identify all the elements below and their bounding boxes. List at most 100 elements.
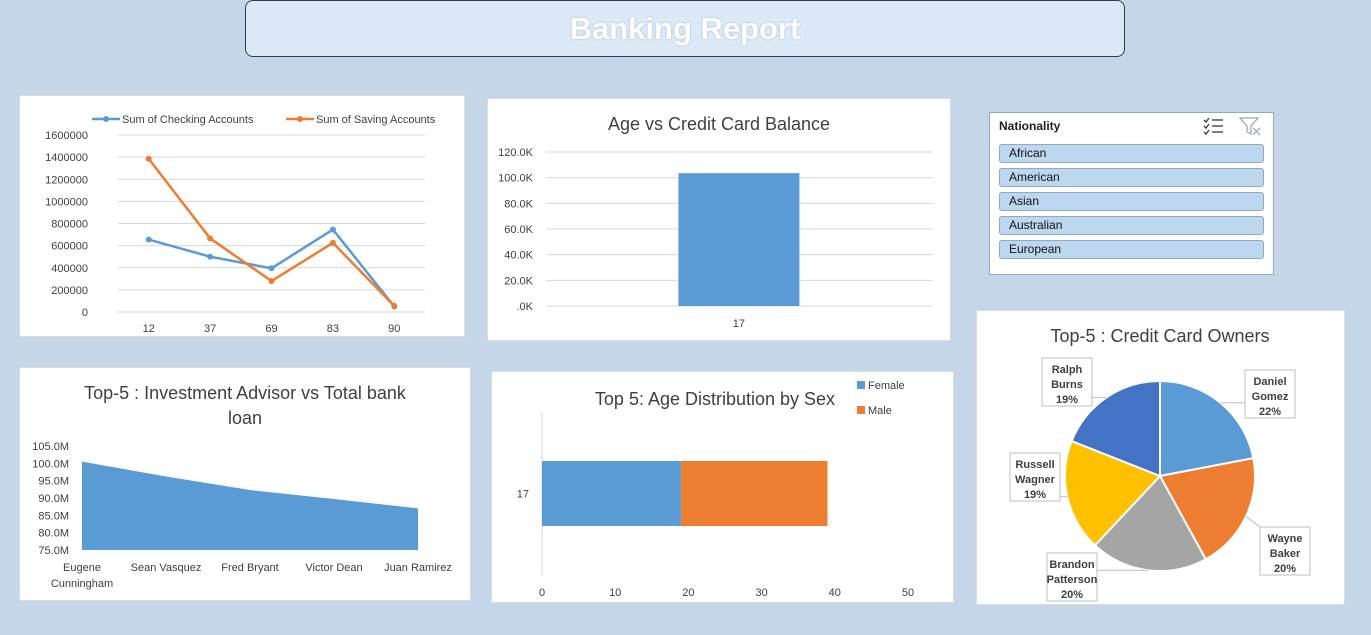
x-tick-label: 90	[388, 323, 400, 335]
bar-segment	[542, 461, 682, 526]
y-tick-label: 120.0K	[498, 147, 534, 159]
y-tick-label: 40.0K	[504, 250, 533, 262]
data-label-name: Brandon	[1049, 559, 1095, 571]
area-series	[82, 461, 418, 550]
data-point	[207, 235, 214, 242]
slicer-title: Nationality	[999, 119, 1061, 133]
legend-swatch	[857, 381, 865, 389]
data-label-percent: 20%	[1274, 563, 1296, 575]
data-label-name: Daniel	[1253, 376, 1286, 388]
legend-swatch	[857, 406, 865, 414]
data-label-box	[1259, 526, 1311, 576]
slicer-item-asian[interactable]: Asian	[999, 192, 1264, 211]
legend-label: Female	[868, 380, 905, 392]
data-label-box	[1046, 552, 1098, 602]
pie-slice	[1070, 379, 1161, 478]
legend-marker	[103, 116, 109, 122]
y-tick-label: 90.0M	[38, 493, 69, 505]
data-label-box	[1041, 357, 1093, 407]
slicer-item-african[interactable]: African	[999, 144, 1264, 163]
data-point	[145, 155, 152, 162]
y-tick-label: 80.0M	[38, 528, 69, 540]
slicer-item-american[interactable]: American	[999, 168, 1264, 187]
y-tick-label: 100.0K	[498, 173, 534, 185]
data-point	[329, 226, 336, 233]
y-tick-label: 1600000	[45, 130, 88, 142]
pie-slice	[1159, 379, 1255, 478]
y-tick-label: 100.0M	[32, 458, 69, 470]
legend-label: Male	[868, 405, 892, 417]
slicer-item-european[interactable]: European	[999, 240, 1264, 259]
y-tick-label: 60.0K	[504, 224, 533, 236]
x-tick-label: 83	[327, 323, 339, 335]
clear-filter-icon[interactable]	[1238, 116, 1261, 141]
data-label-name-line-2: Gomez	[1252, 391, 1289, 403]
legend-marker	[297, 116, 303, 122]
y-tick-label: 1000000	[45, 196, 88, 208]
chart-title-line-2: loan	[228, 408, 262, 428]
data-point	[145, 236, 152, 243]
x-tick-label: 50	[902, 587, 914, 599]
data-label-name: Wayne	[1267, 533, 1302, 545]
x-tick-label: Fred Bryant	[221, 562, 278, 574]
chart-title: Top-5 : Investment Advisor vs Total bank	[84, 383, 407, 403]
x-tick-label: 12	[143, 323, 155, 335]
data-label-box	[1009, 452, 1061, 502]
bar-segment	[681, 461, 828, 526]
y-tick-label: .0K	[516, 301, 533, 313]
y-tick-label: 75.0M	[38, 545, 69, 557]
pie-slice	[1093, 474, 1208, 572]
pie-slice	[1158, 457, 1256, 561]
accounts-line-chart-panel[interactable]: 0 200000 400000 600000 800000 1000000 1200000 1…	[19, 95, 465, 337]
card-owners-chart-panel[interactable]: Top-5 : Credit Card Owners Daniel Gomez 22%…	[976, 310, 1345, 605]
x-tick-label-line-2: Cunningham	[51, 578, 113, 590]
data-label-name-line-2: Patterson	[1047, 574, 1098, 586]
x-tick-label: 10	[609, 587, 621, 599]
x-tick-label: 0	[539, 587, 545, 599]
age-credit-chart-panel[interactable]: Age vs Credit Card Balance .0K 20.0K 40.0K 6…	[487, 98, 951, 341]
multi-select-icon[interactable]	[1203, 116, 1225, 141]
x-tick-label: Victor Dean	[305, 562, 362, 574]
y-tick-label: 17	[517, 489, 529, 501]
data-point	[391, 302, 398, 309]
report-title-bar: Banking Report	[245, 0, 1125, 57]
chart-title: Top 5: Age Distribution by Sex	[595, 389, 835, 409]
y-tick-label: 80.0K	[504, 198, 533, 210]
nationality-slicer[interactable]: Nationality African American Asian Austr…	[989, 112, 1274, 275]
data-label-percent: 19%	[1024, 489, 1046, 501]
data-label-percent: 19%	[1056, 394, 1078, 406]
x-tick-label: Juan Ramirez	[384, 562, 452, 574]
data-label-name-line-2: Baker	[1270, 548, 1301, 560]
y-tick-label: 800000	[51, 219, 88, 231]
data-label-name: Ralph	[1052, 364, 1083, 376]
y-tick-label: 20.0K	[504, 275, 533, 287]
y-tick-label: 105.0M	[32, 441, 69, 453]
data-point	[329, 239, 336, 246]
data-label-name: Russell	[1015, 459, 1054, 471]
data-label-percent: 22%	[1259, 406, 1281, 418]
legend-label: Sum of Saving Accounts	[316, 114, 436, 126]
y-tick-label: 600000	[51, 241, 88, 253]
data-point	[268, 265, 275, 272]
accounts-line-chart: 0 200000 400000 600000 800000 1000000 1200000 1…	[45, 114, 436, 335]
x-tick-label: 20	[682, 587, 694, 599]
age-credit-bar-chart: Age vs Credit Card Balance .0K 20.0K 40.0K 6…	[498, 114, 933, 330]
x-tick-label: 30	[755, 587, 767, 599]
y-tick-label: 200000	[51, 285, 88, 297]
chart-title: Age vs Credit Card Balance	[608, 114, 830, 134]
data-point	[268, 278, 275, 285]
bar	[678, 173, 800, 306]
card-owners-pie-chart: Top-5 : Credit Card Owners Daniel Gomez 22%…	[1009, 326, 1311, 602]
slicer-item-australian[interactable]: Australian	[999, 216, 1264, 235]
age-sex-chart-panel[interactable]: Top 5: Age Distribution by Sex 0 10 20 30 40 5…	[491, 371, 954, 603]
y-tick-label: 400000	[51, 263, 88, 275]
chart-title: Top-5 : Credit Card Owners	[1050, 326, 1269, 346]
y-tick-label: 95.0M	[38, 476, 69, 488]
data-label-box	[1244, 369, 1296, 419]
data-label-percent: 20%	[1061, 589, 1083, 601]
legend-label: Sum of Checking Accounts	[122, 114, 254, 126]
y-tick-label: 1400000	[45, 152, 88, 164]
x-tick-label: 37	[204, 323, 216, 335]
advisor-loan-chart-panel[interactable]: Top-5 : Investment Advisor vs Total bank…	[19, 367, 471, 601]
y-tick-label: 85.0M	[38, 510, 69, 522]
